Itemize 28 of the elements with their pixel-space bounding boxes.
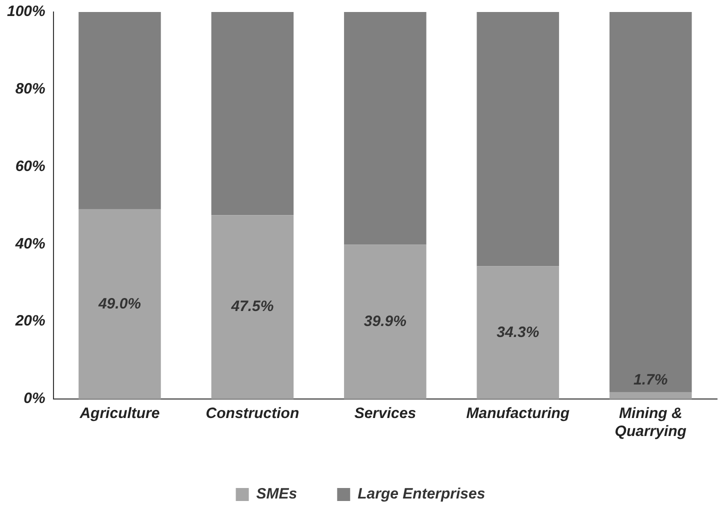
data-label: 34.3% [496,324,540,341]
y-tick-label: 40% [14,235,46,252]
bar [476,12,560,266]
bar [211,12,294,216]
y-tick-label: 60% [15,158,46,175]
y-tick-label: 0% [24,390,46,408]
y-tick-label: 80% [15,80,46,98]
legend-label: SMEs [256,486,298,503]
bar [344,244,426,399]
x-tick-label: Mining & Quarrying [614,405,686,440]
bar [211,215,294,399]
y-tick-label: 100% [6,3,46,20]
bar [609,12,692,392]
bar [78,209,161,399]
y-tick-label: 20% [14,312,46,330]
x-tick-label: Construction [206,405,300,422]
data-label: 1.7% [634,372,668,389]
bar [344,12,426,245]
bar [609,392,692,399]
data-label: 39.9% [364,312,406,330]
bar [476,266,560,399]
x-tick-label: Services [354,405,416,422]
x-tick-label: Agriculture [78,405,160,422]
x-tick-label: Manufacturing [466,405,570,422]
data-label: 49.0% [97,295,141,312]
data-label: 47.5% [230,298,274,316]
bar [78,12,161,210]
legend-label: Large Enterprises [358,486,486,503]
